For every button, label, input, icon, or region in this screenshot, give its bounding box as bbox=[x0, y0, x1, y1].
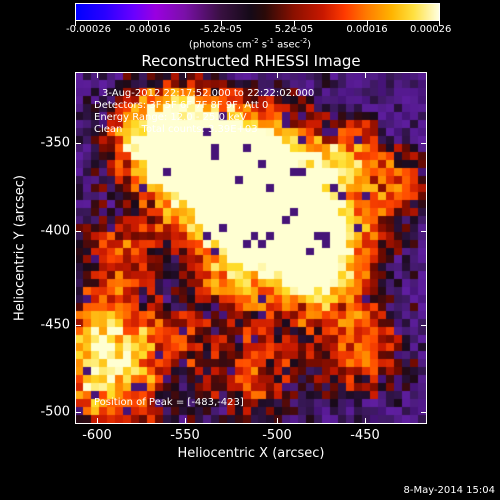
y-tick bbox=[75, 143, 81, 144]
colorbar-tick bbox=[221, 21, 222, 26]
x-tick bbox=[185, 418, 186, 424]
peak-position-text: Position of Peak = [-483,-423] bbox=[94, 397, 244, 408]
x-tick-label: -450 bbox=[350, 428, 380, 443]
y-tick bbox=[75, 325, 81, 326]
y-tick-label: -400 bbox=[40, 223, 70, 239]
colorbar-tick bbox=[367, 21, 368, 26]
x-tick bbox=[277, 418, 278, 424]
y-tick-label: -350 bbox=[40, 135, 70, 151]
detectors-text: Detectors: 3F 5F 6F 7F 8F 9F, Att 0 bbox=[94, 100, 269, 111]
colorbar-tick-label: -0.00016 bbox=[125, 24, 171, 35]
colorbar-tick bbox=[439, 21, 440, 26]
y-tick bbox=[421, 325, 427, 326]
colorbar-tick bbox=[75, 21, 76, 26]
x-tick-label: -500 bbox=[262, 428, 292, 443]
x-tick bbox=[97, 418, 98, 424]
plot-timestamp: 8-May-2014 15:04 bbox=[403, 485, 495, 496]
y-tick bbox=[75, 412, 81, 413]
x-tick bbox=[365, 72, 366, 78]
plot-title: Reconstructed RHESSI Image bbox=[141, 52, 361, 70]
colorbar-tick bbox=[148, 21, 149, 26]
colorbar-tick-label: -5.2e-05 bbox=[200, 24, 242, 35]
y-tick-label: -450 bbox=[40, 317, 70, 333]
colorbar-tick-label: 5.2e-05 bbox=[274, 24, 314, 35]
y-tick bbox=[421, 412, 427, 413]
x-tick bbox=[277, 72, 278, 78]
colorbar-units: (photons cm-2 s-1 asec-2) bbox=[188, 37, 312, 51]
energy-range-text: Energy Range: 12.0 - 25.0 keV bbox=[94, 112, 247, 123]
colorbar-tick bbox=[294, 21, 295, 26]
x-tick-label: -550 bbox=[170, 428, 200, 443]
y-tick-label: -500 bbox=[40, 404, 70, 420]
algorithm-counts-text: Clean Total counts: 3.39E+03 bbox=[94, 124, 258, 135]
x-tick bbox=[185, 72, 186, 78]
y-tick bbox=[421, 231, 427, 232]
x-axis-label: Heliocentric X (arcsec) bbox=[177, 446, 325, 461]
y-tick bbox=[421, 143, 427, 144]
time-range-text: 3-Aug-2012 22:17:52.000 to 22:22:02.000 bbox=[102, 88, 315, 99]
colorbar bbox=[75, 3, 440, 21]
colorbar-tick-label: 0.00026 bbox=[410, 24, 452, 35]
colorbar-tick-label: 0.00016 bbox=[346, 24, 388, 35]
image-plot-area bbox=[75, 72, 427, 424]
y-tick bbox=[75, 231, 81, 232]
colorbar-tick-label: -0.00026 bbox=[66, 24, 111, 35]
y-axis-label: Heliocentric Y (arcsec) bbox=[12, 175, 28, 321]
rhessi-heatmap-image bbox=[76, 73, 426, 423]
x-tick-label: -600 bbox=[82, 428, 112, 443]
x-tick bbox=[365, 418, 366, 424]
x-tick bbox=[97, 72, 98, 78]
